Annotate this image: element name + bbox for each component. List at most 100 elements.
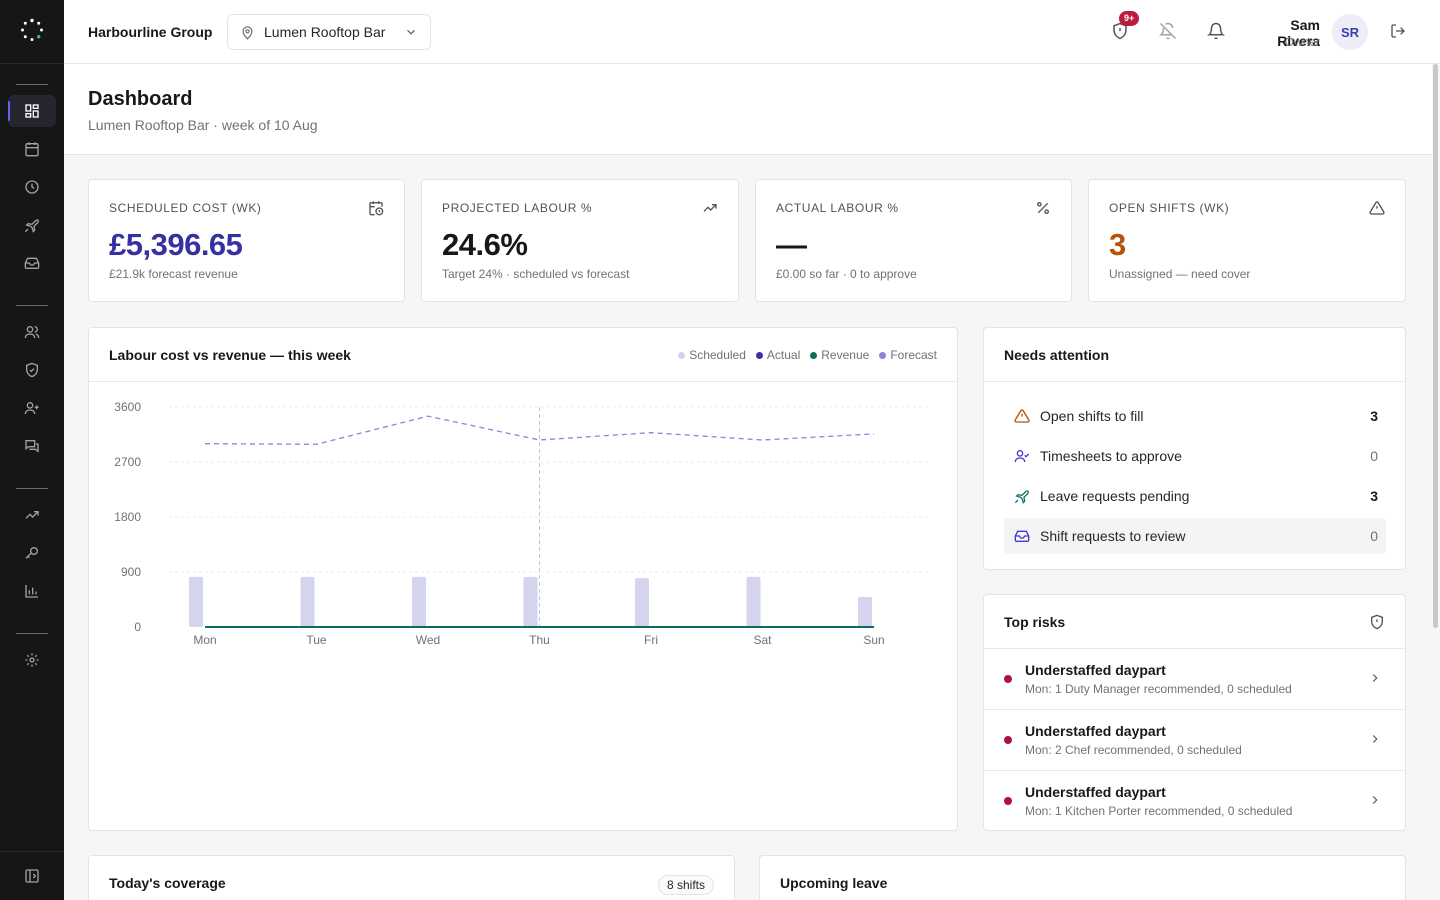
risk-severity-dot <box>1004 797 1012 805</box>
legend-item-revenue[interactable]: Revenue <box>810 348 869 362</box>
nav-separator <box>16 305 48 306</box>
bar-scheduled <box>746 576 761 627</box>
sidebar-item-reports[interactable] <box>8 575 56 607</box>
page-header: Dashboard Lumen Rooftop Bar · week of 10… <box>64 64 1432 155</box>
alerts-count-badge: 9+ <box>1119 11 1140 26</box>
todays-coverage-card: Today's coverage 8 shifts <box>88 855 735 900</box>
compliance-alerts-button[interactable] <box>1111 22 1129 40</box>
legend-item-scheduled[interactable]: Scheduled <box>678 348 746 362</box>
x-tick-label: Tue <box>306 633 327 647</box>
chevron-right-icon <box>1372 674 1378 682</box>
kpi-card-actual-labour[interactable]: ACTUAL LABOUR % — £0.00 so far · 0 to ap… <box>755 179 1072 302</box>
kpi-label: SCHEDULED COST (WK) <box>109 201 262 215</box>
sidebar-item-timesheets[interactable] <box>8 171 56 203</box>
attention-item-timesheets[interactable]: Timesheets to approve 0 <box>1004 438 1386 474</box>
risk-title: Understaffed daypart <box>1025 662 1166 678</box>
users-icon <box>24 326 40 339</box>
attention-count: 0 <box>1370 448 1378 464</box>
x-tick-label: Wed <box>416 633 440 647</box>
bar-scheduled <box>300 576 315 627</box>
user-role: Owner <box>1284 35 1320 49</box>
y-tick-label: 2700 <box>114 455 141 469</box>
y-tick-label: 1800 <box>114 510 141 524</box>
attention-item-shift-requests[interactable]: Shift requests to review 0 <box>1004 518 1386 554</box>
sidebar-divider <box>0 63 64 64</box>
kpi-value: 24.6% <box>442 227 528 262</box>
topbar: Harbourline Group Lumen Rooftop Bar 9+ S… <box>64 0 1440 64</box>
risk-item[interactable]: Understaffed daypart Mon: 1 Duty Manager… <box>984 648 1406 709</box>
top-risks-card: Top risks Understaffed daypart Mon: 1 Du… <box>983 594 1406 831</box>
trending-up-icon <box>25 511 39 519</box>
sidebar-divider <box>0 851 64 852</box>
inbox-icon <box>1014 530 1030 542</box>
map-pin-icon <box>242 25 253 40</box>
attention-item-leave[interactable]: Leave requests pending 3 <box>1004 478 1386 514</box>
messages-icon <box>25 440 39 453</box>
nav-separator <box>16 84 48 85</box>
sidebar-item-leave[interactable] <box>8 209 56 241</box>
clock-icon <box>25 180 39 194</box>
chevron-right-icon <box>1372 735 1378 743</box>
sidebar-item-dashboard[interactable] <box>8 95 56 127</box>
chart-title: Labour cost vs revenue — this week <box>109 347 351 363</box>
risk-desc: Mon: 1 Duty Manager recommended, 0 sched… <box>1025 682 1292 696</box>
chevron-right-icon <box>1372 796 1378 804</box>
calendar-icon <box>25 142 39 157</box>
alert-triangle-icon <box>1369 201 1385 215</box>
percent-icon <box>1037 202 1049 214</box>
x-tick-label: Thu <box>529 633 550 647</box>
legend-label: Forecast <box>890 348 937 362</box>
sidebar-item-hiring[interactable] <box>8 392 56 424</box>
kpi-note: £21.9k forecast revenue <box>109 267 238 281</box>
kpi-note: Unassigned — need cover <box>1109 267 1251 281</box>
series-line-forecast <box>204 415 875 445</box>
app-logo-icon[interactable] <box>20 18 44 42</box>
kpi-card-projected-labour[interactable]: PROJECTED LABOUR % 24.6% Target 24% · sc… <box>421 179 739 302</box>
notifications-button[interactable] <box>1206 22 1226 40</box>
attention-count: 3 <box>1370 488 1378 504</box>
sidebar-item-requests[interactable] <box>8 247 56 279</box>
kpi-card-scheduled-cost[interactable]: SCHEDULED COST (WK) £5,396.65 £21.9k for… <box>88 179 405 302</box>
sidebar-item-compliance[interactable] <box>8 354 56 386</box>
chart-legend: Scheduled Actual Revenue Forecast <box>678 348 937 362</box>
layout-dashboard-icon <box>25 104 39 118</box>
risk-item[interactable]: Understaffed daypart Mon: 2 Chef recomme… <box>984 709 1406 770</box>
plane-icon <box>24 219 39 233</box>
card-title: Needs attention <box>1004 347 1110 363</box>
legend-item-forecast[interactable]: Forecast <box>879 348 937 362</box>
avatar[interactable]: SR <box>1332 14 1368 50</box>
sidebar-item-forecast[interactable] <box>8 499 56 531</box>
location-select[interactable]: Lumen Rooftop Bar <box>227 14 431 50</box>
page-scrollbar[interactable] <box>1433 64 1438 628</box>
kpi-card-open-shifts[interactable]: OPEN SHIFTS (WK) 3 Unassigned — need cov… <box>1088 179 1406 302</box>
risk-desc: Mon: 1 Kitchen Porter recommended, 0 sch… <box>1025 804 1293 818</box>
legend-item-actual[interactable]: Actual <box>755 348 800 362</box>
nav-separator <box>16 633 48 634</box>
risk-item[interactable]: Understaffed daypart Mon: 1 Kitchen Port… <box>984 770 1406 831</box>
attention-item-open-shifts[interactable]: Open shifts to fill 3 <box>1004 398 1386 434</box>
card-divider <box>984 381 1405 382</box>
sidebar-collapse-icon[interactable] <box>24 868 40 884</box>
attention-label: Shift requests to review <box>1040 528 1186 544</box>
sidebar-item-integrations[interactable] <box>8 537 56 569</box>
risk-title: Understaffed daypart <box>1025 723 1166 739</box>
sidebar-item-messages[interactable] <box>8 430 56 462</box>
user-plus-icon <box>24 402 39 415</box>
labour-chart[interactable]: 0 900 1800 2700 3600 Mon Tue Wed Thu Fri Sat Sun <box>89 328 959 832</box>
card-title: Today's coverage <box>109 875 226 891</box>
sidebar-item-settings[interactable] <box>8 644 56 676</box>
risk-desc: Mon: 2 Chef recommended, 0 scheduled <box>1025 743 1242 757</box>
logout-icon[interactable] <box>1390 23 1406 39</box>
x-tick-label: Mon <box>193 633 216 647</box>
bar-scheduled <box>858 597 872 627</box>
labour-chart-card: Labour cost vs revenue — this week Sched… <box>88 327 958 831</box>
mute-notifications-button[interactable] <box>1158 22 1177 40</box>
sidebar <box>0 0 64 900</box>
sidebar-item-team[interactable] <box>8 316 56 348</box>
attention-label: Leave requests pending <box>1040 488 1190 504</box>
legend-label: Revenue <box>821 348 870 362</box>
page-subtitle: Lumen Rooftop Bar · week of 10 Aug <box>88 117 318 133</box>
user-name: Sam Rivera <box>1277 17 1320 49</box>
alert-triangle-icon <box>1014 409 1030 423</box>
sidebar-item-schedule[interactable] <box>8 133 56 165</box>
